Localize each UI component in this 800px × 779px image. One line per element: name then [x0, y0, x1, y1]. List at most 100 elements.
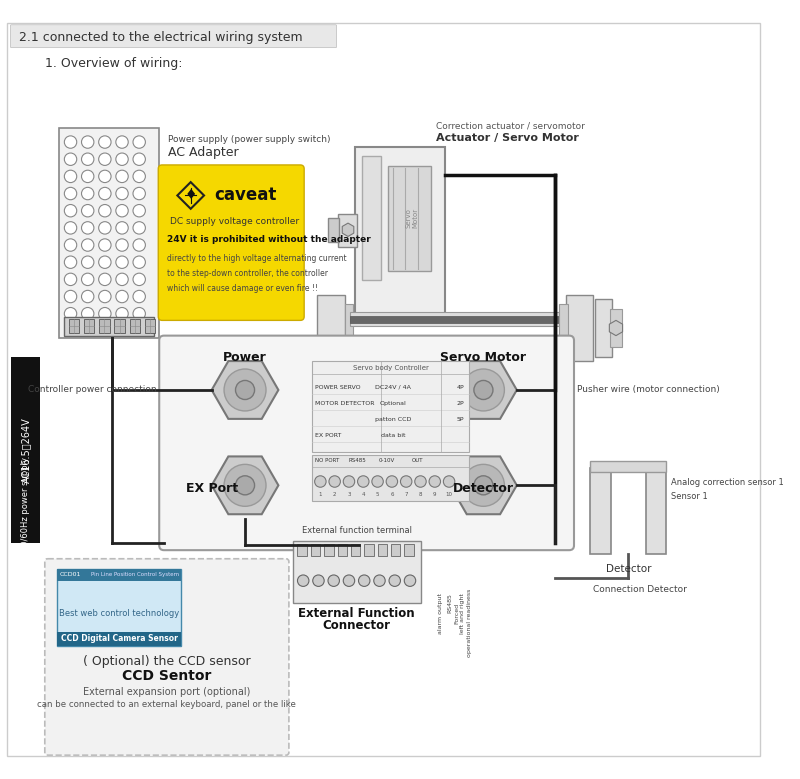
Text: 2.1 connected to the electrical wiring system: 2.1 connected to the electrical wiring s…	[19, 30, 302, 44]
Circle shape	[133, 170, 146, 182]
Text: Detector: Detector	[606, 563, 651, 573]
Circle shape	[414, 476, 426, 487]
Text: 4: 4	[362, 492, 365, 497]
Circle shape	[133, 239, 146, 252]
Text: 8: 8	[418, 492, 422, 497]
Circle shape	[82, 239, 94, 252]
Bar	[59, 128, 159, 337]
Text: External Function: External Function	[298, 607, 415, 620]
Circle shape	[474, 476, 493, 495]
Circle shape	[82, 308, 94, 320]
Circle shape	[116, 205, 128, 217]
Circle shape	[98, 291, 111, 303]
Text: AC16.5～264V: AC16.5～264V	[21, 418, 30, 483]
Circle shape	[462, 464, 504, 506]
Text: Power: Power	[223, 351, 267, 364]
Text: operational readiness: operational readiness	[466, 588, 472, 657]
Circle shape	[133, 256, 146, 269]
FancyBboxPatch shape	[45, 559, 289, 755]
Bar	[388, 166, 431, 271]
Circle shape	[389, 575, 401, 587]
Text: Best web control technology: Best web control technology	[59, 608, 179, 618]
Circle shape	[133, 222, 146, 234]
Text: 6: 6	[390, 492, 394, 497]
Text: Forced
left and right: Forced left and right	[454, 593, 465, 634]
Circle shape	[116, 291, 128, 303]
Circle shape	[98, 239, 111, 252]
Circle shape	[404, 575, 416, 587]
Circle shape	[82, 256, 94, 269]
Text: Servo Motor: Servo Motor	[441, 351, 526, 364]
Text: DC supply voltage controller: DC supply voltage controller	[170, 217, 299, 226]
Text: 1. Overview of wiring:: 1. Overview of wiring:	[45, 58, 182, 70]
Text: Optional: Optional	[379, 401, 406, 406]
Circle shape	[64, 205, 77, 217]
Text: 5: 5	[376, 492, 379, 497]
Text: CCD Digital Camera Sensor: CCD Digital Camera Sensor	[61, 634, 178, 643]
Bar	[57, 569, 181, 580]
Bar	[362, 157, 382, 280]
Bar	[338, 545, 347, 556]
Circle shape	[64, 256, 77, 269]
Bar	[404, 545, 414, 556]
Bar	[354, 146, 446, 314]
Text: External expansion port (optional): External expansion port (optional)	[83, 687, 250, 697]
Bar	[57, 633, 181, 646]
Circle shape	[358, 575, 370, 587]
Circle shape	[329, 476, 340, 487]
Circle shape	[82, 205, 94, 217]
Text: 3: 3	[347, 492, 350, 497]
Text: patton CCD: patton CCD	[374, 417, 411, 422]
Bar	[351, 545, 361, 556]
Bar	[595, 299, 612, 357]
Circle shape	[64, 153, 77, 165]
Circle shape	[116, 273, 128, 286]
Circle shape	[98, 308, 111, 320]
Text: DC24V / 4A: DC24V / 4A	[375, 385, 410, 390]
Circle shape	[82, 291, 94, 303]
Bar	[311, 545, 320, 556]
Text: 10: 10	[446, 492, 453, 497]
Bar	[64, 316, 154, 336]
Text: ♦: ♦	[185, 189, 197, 203]
Circle shape	[133, 188, 146, 199]
Circle shape	[116, 308, 128, 320]
Circle shape	[98, 170, 111, 182]
Bar	[312, 361, 469, 452]
Bar	[328, 218, 339, 242]
Circle shape	[429, 476, 441, 487]
Text: 2: 2	[333, 492, 337, 497]
Text: 1: 1	[318, 492, 322, 497]
Circle shape	[82, 170, 94, 182]
Text: 24V it is prohibited without the adapter: 24V it is prohibited without the adapter	[167, 234, 370, 244]
Text: EX Port: EX Port	[186, 481, 238, 495]
Circle shape	[474, 380, 493, 400]
Text: can be connected to an external keyboard, panel or the like: can be connected to an external keyboard…	[38, 700, 296, 709]
Bar	[11, 357, 40, 542]
Bar	[350, 312, 574, 326]
Circle shape	[64, 222, 77, 234]
Circle shape	[343, 575, 354, 587]
Circle shape	[82, 136, 94, 148]
Text: Pin Line Position Control System: Pin Line Position Control System	[90, 573, 178, 577]
Bar	[610, 309, 622, 347]
Text: which will cause damage or even fire !!: which will cause damage or even fire !!	[167, 284, 318, 294]
Circle shape	[64, 136, 77, 148]
Bar	[590, 460, 666, 472]
Bar	[145, 319, 155, 333]
Circle shape	[98, 222, 111, 234]
Text: Connection Detector: Connection Detector	[593, 585, 687, 594]
Text: alarm output: alarm output	[438, 593, 443, 634]
Circle shape	[386, 476, 398, 487]
Circle shape	[372, 476, 383, 487]
FancyBboxPatch shape	[159, 336, 574, 550]
Text: to the step-down controller, the controller: to the step-down controller, the control…	[167, 270, 328, 278]
Circle shape	[82, 188, 94, 199]
Circle shape	[64, 291, 77, 303]
Text: Connector: Connector	[322, 619, 390, 633]
Circle shape	[328, 575, 339, 587]
Text: External function terminal: External function terminal	[302, 526, 411, 535]
Text: MOTOR DETECTOR: MOTOR DETECTOR	[314, 401, 374, 406]
Text: data bit: data bit	[381, 433, 405, 439]
Circle shape	[98, 256, 111, 269]
